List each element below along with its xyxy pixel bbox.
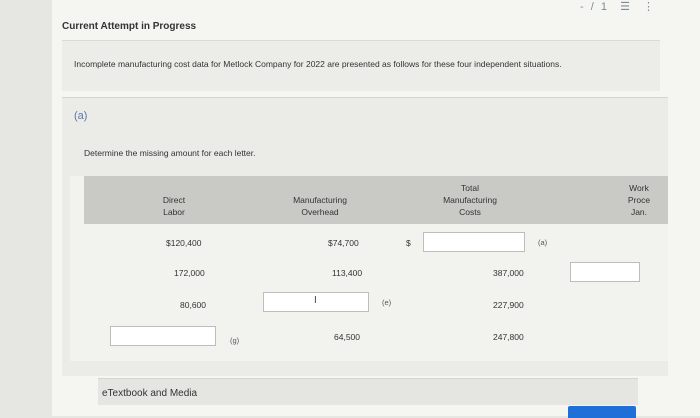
row1-overhead: $74,700	[328, 238, 359, 248]
submit-button[interactable]	[568, 406, 636, 418]
header-work-in-process: Work Proce Jan.	[627, 183, 651, 217]
header-manufacturing-overhead: Manufacturing Overhead	[293, 195, 347, 217]
more-vertical-icon[interactable]: ⋮	[643, 1, 656, 13]
direct-labor-input-g[interactable]	[110, 326, 216, 346]
row1-direct-labor: $120,400	[166, 238, 202, 248]
row3-total: 227,900	[493, 300, 524, 310]
part-label: (a)	[74, 110, 88, 122]
table-header: Direct Labor Manufacturing Overhead Tota…	[84, 176, 668, 224]
row4-total: 247,800	[493, 332, 524, 342]
row3-direct-labor: 80,600	[180, 300, 206, 310]
problem-intro-panel: Incomplete manufacturing cost data for M…	[62, 40, 660, 91]
row2-overhead: 113,400	[332, 268, 363, 278]
etextbook-media-section[interactable]: eTextbook and Media	[98, 378, 638, 405]
overhead-input-e[interactable]: I	[263, 292, 369, 312]
row1-total-letter: (a)	[538, 238, 548, 247]
total-costs-input-a[interactable]	[423, 232, 525, 252]
row2-total: 387,000	[493, 268, 524, 278]
text-cursor-icon: I	[314, 295, 317, 306]
header-direct-labor: Direct Labor	[162, 195, 186, 217]
attempt-status-title: Current Attempt in Progress	[62, 21, 197, 32]
etextbook-media-label: eTextbook and Media	[102, 388, 198, 399]
row2-direct-labor: 172,000	[174, 268, 205, 278]
header-total-manufacturing-costs: Total Manufacturing Costs	[443, 183, 497, 217]
cost-table: Direct Labor Manufacturing Overhead Tota…	[70, 176, 668, 361]
work-in-process-input[interactable]	[570, 262, 640, 282]
page-indicator: - / 1	[580, 1, 609, 13]
list-icon[interactable]: ☰	[620, 1, 632, 13]
row1-total-dollar-sign: $	[406, 238, 411, 248]
part-instruction: Determine the missing amount for each le…	[84, 148, 256, 158]
row3-overhead-letter: (e)	[382, 298, 392, 307]
top-toolbar: - / 1 ☰ ⋮	[574, 0, 656, 13]
row4-overhead: 64,500	[334, 332, 360, 342]
row4-direct-labor-letter: (g)	[230, 336, 240, 345]
problem-intro-text: Incomplete manufacturing cost data for M…	[74, 59, 562, 69]
part-a-panel: (a) Determine the missing amount for eac…	[62, 97, 668, 376]
